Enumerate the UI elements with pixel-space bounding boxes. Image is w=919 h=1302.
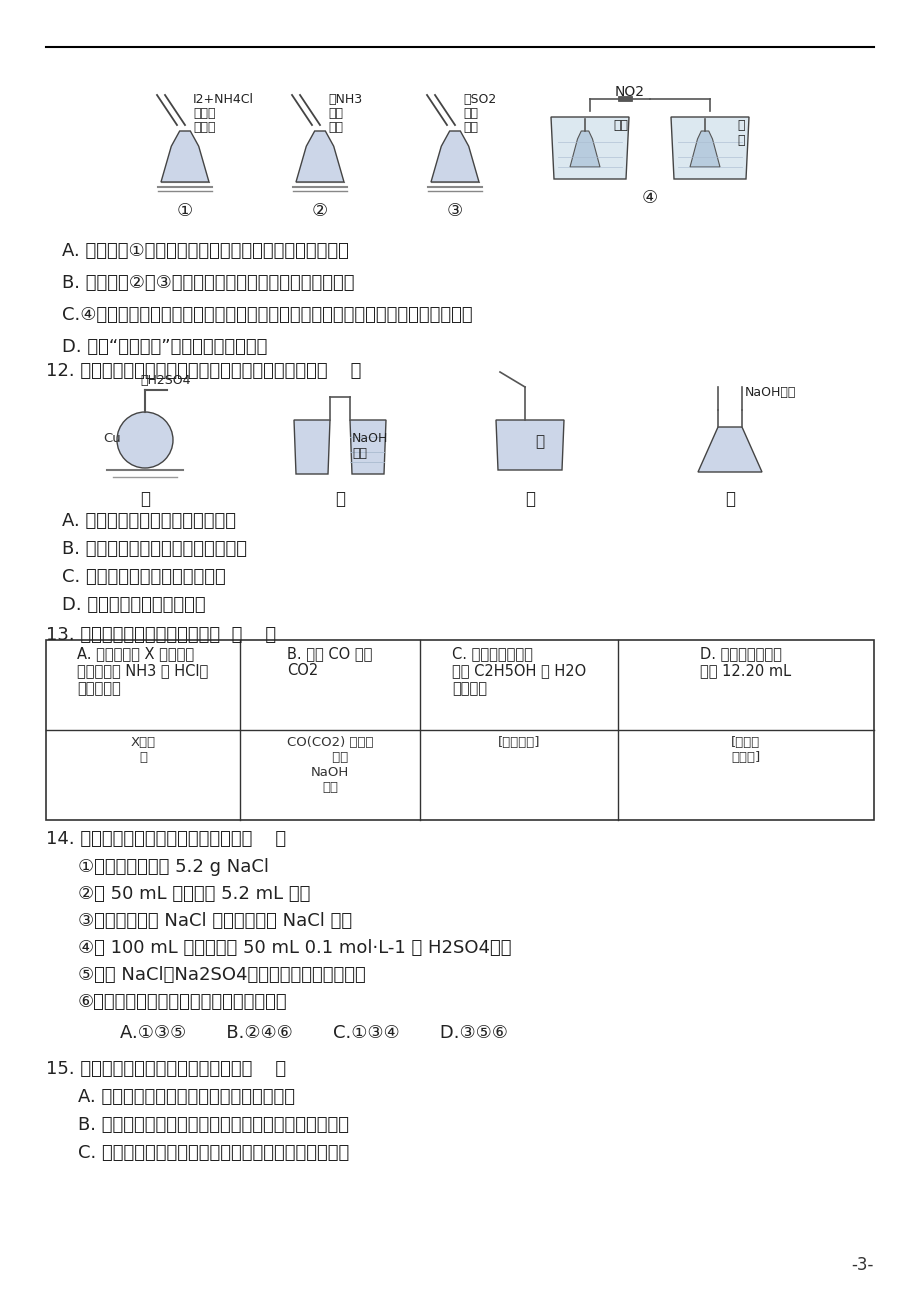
Text: ④用 100 mL 容量瓶配制 50 mL 0.1 mol·L-1 的 H2SO4溶液: ④用 100 mL 容量瓶配制 50 mL 0.1 mol·L-1 的 H2SO… (78, 939, 511, 957)
Polygon shape (161, 132, 209, 182)
Text: B. 从滴瓶中取用试剂时，滴管的尖嘴可以接触试管内壁: B. 从滴瓶中取用试剂时，滴管的尖嘴可以接触试管内壁 (78, 1116, 348, 1134)
Text: 品红: 品红 (462, 107, 478, 120)
Text: 含NH3: 含NH3 (328, 92, 362, 105)
Text: ②用 50 mL 量筒量取 5.2 mL 盐酸: ②用 50 mL 量筒量取 5.2 mL 盐酸 (78, 885, 310, 904)
Text: ④: ④ (641, 189, 657, 207)
Text: 12. 探究浓硫酸和铜的反应，下列装置或操作正确的是（    ）: 12. 探究浓硫酸和铜的反应，下列装置或操作正确的是（ ） (46, 362, 361, 380)
Text: ⑤区别 NaCl、Na2SO4时需用到胶头滴管、试管: ⑤区别 NaCl、Na2SO4时需用到胶头滴管、试管 (78, 966, 366, 984)
Text: 丙: 丙 (525, 490, 535, 508)
Text: A. 过滤操作中，漏斗的尖端应接触烧杯内壁: A. 过滤操作中，漏斗的尖端应接触烧杯内壁 (78, 1088, 295, 1105)
Polygon shape (689, 132, 720, 167)
Text: NO2: NO2 (614, 85, 644, 99)
Text: C. 下列装置可用于
分离 C2H5OH 和 H2O
的混合物: C. 下列装置可用于 分离 C2H5OH 和 H2O 的混合物 (451, 646, 585, 695)
Text: C. 用装置丙稀释反应后的混合液: C. 用装置丙稀释反应后的混合液 (62, 568, 225, 586)
Polygon shape (570, 132, 599, 167)
Text: 水: 水 (535, 435, 543, 449)
Text: ①: ① (176, 202, 193, 220)
Text: ⑥试管、烧杯均可用于盛放液体、固体加热: ⑥试管、烧杯均可用于盛放液体、固体加热 (78, 993, 288, 1010)
Text: 14. 下列说法或实验操作中，正确的是（    ）: 14. 下列说法或实验操作中，正确的是（ ） (46, 829, 286, 848)
Text: 的固体: 的固体 (193, 107, 215, 120)
Text: 乙: 乙 (335, 490, 345, 508)
Text: B. 加热时，②、③中的溶液均变红，冷却后又都变为无色: B. 加热时，②、③中的溶液均变红，冷却后又都变为无色 (62, 273, 354, 292)
Text: B. 用装置乙收集二氧化硫并吸收尾气: B. 用装置乙收集二氧化硫并吸收尾气 (62, 540, 246, 559)
Polygon shape (296, 132, 344, 182)
Text: C.④中，浸泡在热水中的容器内气体颜色变深，浸泡在冰水中的容器内气体颜色变浅: C.④中，浸泡在热水中的容器内气体颜色变深，浸泡在冰水中的容器内气体颜色变浅 (62, 306, 472, 324)
Text: Cu: Cu (103, 431, 120, 444)
Polygon shape (698, 427, 761, 473)
Text: 含SO2: 含SO2 (462, 92, 495, 105)
Text: 混合物: 混合物 (193, 121, 215, 134)
Text: B. 除去 CO 中的
CO2: B. 除去 CO 中的 CO2 (287, 646, 372, 678)
Text: A.①③⑤       B.②④⑥       C.①③④       D.③⑤⑥: A.①③⑤ B.②④⑥ C.①③④ D.③⑤⑥ (119, 1023, 507, 1042)
Text: 丁: 丁 (724, 490, 734, 508)
Polygon shape (550, 117, 629, 178)
Text: 酚酞: 酚酞 (328, 107, 343, 120)
Text: A. 用装置甲进行铜和浓硫酸的反应: A. 用装置甲进行铜和浓硫酸的反应 (62, 512, 236, 530)
Text: ①用托盘天平称取 5.2 g NaCl: ①用托盘天平称取 5.2 g NaCl (78, 858, 268, 876)
Text: A. 下列装置中 X 若为苯，
可用于吸收 NH3 或 HCl，
并防止倒吸: A. 下列装置中 X 若为苯， 可用于吸收 NH3 或 HCl， 并防止倒吸 (77, 646, 209, 695)
Text: 15. 下列有关实验操作的叙述错误的是（    ）: 15. 下列有关实验操作的叙述错误的是（ ） (46, 1060, 286, 1078)
Text: 甲: 甲 (140, 490, 150, 508)
Text: 热水: 热水 (613, 118, 628, 132)
Text: 冷
水: 冷 水 (736, 118, 744, 147)
Text: ③用蒸发皿加热 NaCl 溶液可以得到 NaCl 晶体: ③用蒸发皿加热 NaCl 溶液可以得到 NaCl 晶体 (78, 911, 352, 930)
Text: ②: ② (312, 202, 328, 220)
Text: [分液漏斗]: [分液漏斗] (497, 736, 539, 749)
Text: NaOH
溶液: NaOH 溶液 (352, 432, 388, 460)
Text: X物质
水: X物质 水 (130, 736, 155, 764)
Text: 液H2SO4: 液H2SO4 (140, 374, 190, 387)
Text: 13. 下列有关实验的选项正确的是  （    ）: 13. 下列有关实验的选项正确的是 （ ） (46, 626, 276, 644)
Text: D. 四个“封管实验”中都有可逆反应发生: D. 四个“封管实验”中都有可逆反应发生 (62, 339, 267, 355)
Bar (46, 641, 873, 820)
Text: D. 用装置丁测定余酸的浓度: D. 用装置丁测定余酸的浓度 (62, 596, 206, 615)
Text: 溶液: 溶液 (328, 121, 343, 134)
Polygon shape (349, 421, 386, 474)
Polygon shape (294, 421, 330, 474)
Polygon shape (430, 132, 479, 182)
Text: NaOH溶液: NaOH溶液 (744, 385, 796, 398)
Text: I2+NH4Cl: I2+NH4Cl (193, 92, 254, 105)
Text: CO(CO2) 接干燥
     装置
NaOH
溶液: CO(CO2) 接干燥 装置 NaOH 溶液 (287, 736, 373, 794)
Text: ③: ③ (447, 202, 462, 220)
Polygon shape (495, 421, 563, 470)
Polygon shape (670, 117, 748, 178)
Text: A. 加热时，①上部汇聚了固体碘，说明碘的热稳定性较差: A. 加热时，①上部汇聚了固体碘，说明碘的热稳定性较差 (62, 242, 348, 260)
Text: D. 记录滴定终点读
数为 12.20 mL: D. 记录滴定终点读 数为 12.20 mL (699, 646, 790, 678)
Text: [滴定管
读数图]: [滴定管 读数图] (731, 736, 760, 764)
Text: 溶液: 溶液 (462, 121, 478, 134)
Text: C. 滴定接近终点时，滴定管的尖嘴可以接触锥形瓶内壁: C. 滴定接近终点时，滴定管的尖嘴可以接触锥形瓶内壁 (78, 1144, 349, 1161)
Text: -3-: -3- (851, 1256, 873, 1273)
Circle shape (117, 411, 173, 467)
Bar (618, 96, 631, 102)
